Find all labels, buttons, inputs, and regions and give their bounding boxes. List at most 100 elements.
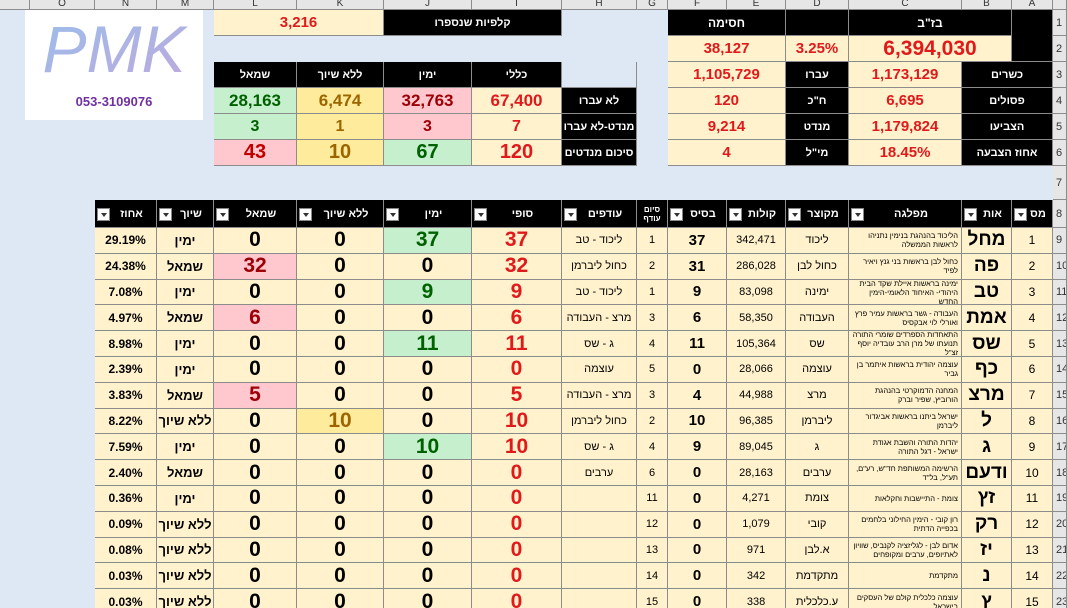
- table-cell: 0: [297, 253, 384, 280]
- table-cell: פה: [962, 253, 1012, 280]
- table-cell: 5: [472, 382, 562, 409]
- filter-button[interactable]: [1014, 208, 1027, 221]
- table-cell: 0: [668, 357, 727, 383]
- summary-label: פסולים: [962, 88, 1053, 114]
- table-cell: יהדות התורה והשבת אגודת ישראל - דגל התור…: [849, 434, 962, 461]
- filter-button[interactable]: [851, 208, 864, 221]
- table-cell: כחול לבן בראשות בני גנץ ויאיר לפיד: [849, 253, 962, 280]
- row-number: 18: [1053, 460, 1067, 486]
- table-cell: 0: [384, 511, 472, 538]
- table-cell: 338: [727, 589, 786, 608]
- table-cell: ימינה: [786, 279, 849, 306]
- table-cell: כחול לבן: [786, 253, 849, 280]
- table-cell: 15: [637, 589, 668, 608]
- table-cell: 1,079: [727, 511, 786, 538]
- table-cell: 37: [472, 228, 562, 254]
- table-cell: 0: [297, 537, 384, 564]
- table-cell: [562, 511, 637, 538]
- table-cell: 10: [668, 408, 727, 435]
- bloc-value: 120: [472, 140, 562, 166]
- table-cell: 0.09%: [95, 511, 157, 538]
- threshold-title: חסימה: [668, 10, 786, 36]
- table-cell: 0: [384, 589, 472, 608]
- row-number: 5: [1053, 114, 1067, 140]
- bloc-row-label: לא עברו: [562, 88, 637, 114]
- filter-button[interactable]: [97, 208, 110, 221]
- bloc-header: שמאל: [214, 62, 297, 88]
- filter-button[interactable]: [299, 208, 312, 221]
- table-cell: ליכוד - טב: [562, 228, 637, 254]
- table-cell: 0.36%: [95, 486, 157, 512]
- bloc-header: כללי: [472, 62, 562, 88]
- table-cell: 342: [727, 563, 786, 590]
- table-cell: מחל: [962, 228, 1012, 254]
- row-number: 13: [1053, 331, 1067, 357]
- filter-button[interactable]: [159, 208, 172, 221]
- table-cell: נ: [962, 563, 1012, 590]
- column-letter: K: [297, 0, 384, 10]
- summary-value: 4: [668, 140, 786, 166]
- table-cell: ליכוד: [786, 228, 849, 254]
- table-cell: 0: [472, 460, 562, 486]
- row-number: 17: [1053, 434, 1067, 461]
- table-cell: 6: [668, 305, 727, 332]
- table-cell: 0: [384, 563, 472, 590]
- summary-value: 6,695: [849, 88, 962, 114]
- table-cell: [562, 563, 637, 590]
- table-cell: 0: [214, 434, 297, 461]
- table-cell: העבודה - גשר בראשות עמיר פרץ ואורלי לוי …: [849, 305, 962, 332]
- row-number: 6: [1053, 140, 1067, 166]
- threshold-percent: 3.25%: [786, 36, 849, 62]
- table-cell: ימין: [157, 279, 214, 306]
- table-cell: 0: [472, 589, 562, 608]
- table-cell: 11: [384, 331, 472, 357]
- filter-button[interactable]: [216, 208, 229, 221]
- table-cell: [562, 486, 637, 512]
- row-number: 7: [1053, 166, 1067, 200]
- table-cell: 4.97%: [95, 305, 157, 332]
- table-cell: 2.40%: [95, 460, 157, 486]
- table-cell: 96,385: [727, 408, 786, 435]
- table-cell: 0: [472, 486, 562, 512]
- table-cell: עוצמה יהודית בראשות איתמר בן גביר: [849, 357, 962, 383]
- table-cell: כחול ליברמן: [562, 408, 637, 435]
- table-cell: מתקדמת: [849, 563, 962, 590]
- table-header: סופי: [472, 200, 562, 228]
- logo: PMK: [42, 12, 188, 86]
- table-cell: זץ: [962, 486, 1012, 512]
- table-cell: 0: [472, 563, 562, 590]
- table-cell: 2.39%: [95, 357, 157, 383]
- filter-button[interactable]: [964, 208, 977, 221]
- filter-button[interactable]: [670, 208, 683, 221]
- table-cell: 0: [214, 589, 297, 608]
- filter-button[interactable]: [788, 208, 801, 221]
- table-cell: 6: [637, 460, 668, 486]
- filter-button[interactable]: [564, 208, 577, 221]
- table-cell: 4: [637, 434, 668, 461]
- table-cell: טב: [962, 279, 1012, 306]
- column-letter: D: [786, 0, 849, 10]
- table-cell: 0: [214, 228, 297, 254]
- summary-label: אחוז הצבעה: [962, 140, 1053, 166]
- table-cell: 11: [472, 331, 562, 357]
- table-cell: 0: [384, 537, 472, 564]
- table-cell: 9: [384, 279, 472, 306]
- filter-button[interactable]: [474, 208, 487, 221]
- table-cell: 8: [1012, 408, 1053, 435]
- table-cell: 11: [1012, 486, 1053, 512]
- filter-button[interactable]: [386, 208, 399, 221]
- table-cell: 0: [297, 589, 384, 608]
- table-cell: ללא שיוך: [157, 589, 214, 608]
- table-cell: 0: [214, 357, 297, 383]
- table-header: מפלגה: [849, 200, 962, 228]
- table-cell: 29.19%: [95, 228, 157, 254]
- table-cell: 10: [384, 434, 472, 461]
- summary-label: הצביעו: [962, 114, 1053, 140]
- column-letter: M: [157, 0, 214, 10]
- table-cell: רון קובי - הימין החילוני בלחמים בכפייה ה…: [849, 511, 962, 538]
- row-number: 3: [1053, 62, 1067, 88]
- table-cell: 2: [637, 408, 668, 435]
- table-cell: 0: [214, 486, 297, 512]
- row-number: 20: [1053, 511, 1067, 538]
- filter-button[interactable]: [729, 208, 742, 221]
